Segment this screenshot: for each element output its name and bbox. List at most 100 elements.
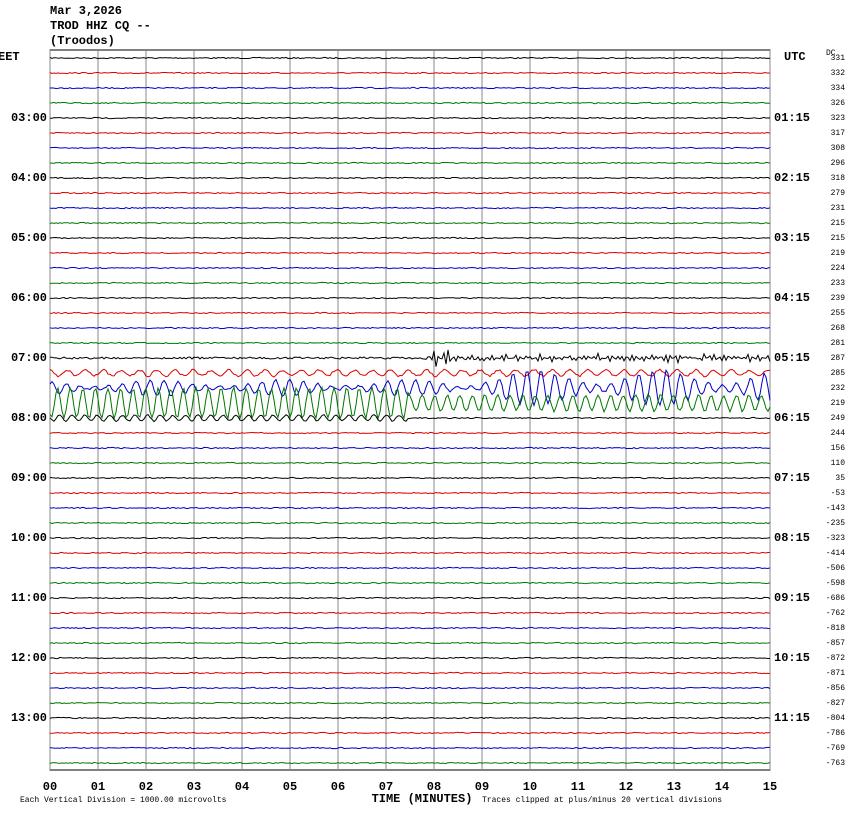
trace xyxy=(49,611,770,615)
dc-title: DC xyxy=(826,49,836,58)
dc-value: 287 xyxy=(831,354,846,363)
dc-value: 281 xyxy=(831,339,846,348)
trace xyxy=(49,341,770,345)
clip-note: Traces clipped at plus/minus 20 vertical… xyxy=(482,796,722,805)
trace xyxy=(49,491,771,495)
trace xyxy=(49,446,771,450)
location: (Troodos) xyxy=(50,34,115,48)
dc-value: -818 xyxy=(826,624,845,633)
left-hour-label: 08:00 xyxy=(11,411,47,425)
trace xyxy=(49,596,771,600)
trace xyxy=(49,146,771,150)
dc-value: -827 xyxy=(826,699,845,708)
x-tick-label: 10 xyxy=(523,780,537,794)
trace xyxy=(49,761,771,765)
x-tick-label: 09 xyxy=(475,780,489,794)
trace xyxy=(49,176,771,180)
right-hour-label: 05:15 xyxy=(774,351,810,365)
left-hour-label: 09:00 xyxy=(11,471,47,485)
dc-value: 224 xyxy=(831,264,846,273)
dc-value: -786 xyxy=(826,729,845,738)
trace xyxy=(49,701,771,705)
dc-value: -804 xyxy=(826,714,845,723)
trace xyxy=(49,641,771,645)
dc-value: 233 xyxy=(831,279,846,288)
dc-value: -598 xyxy=(826,579,845,588)
scale-note: Each Vertical Division = 1000.00 microvo… xyxy=(20,796,227,805)
dc-value: 318 xyxy=(831,174,846,183)
x-tick-label: 13 xyxy=(667,780,681,794)
dc-value: 110 xyxy=(831,459,846,468)
trace xyxy=(49,551,770,555)
right-hour-label: 03:15 xyxy=(774,231,810,245)
x-tick-label: 01 xyxy=(91,780,105,794)
trace xyxy=(49,311,771,315)
left-hour-label: 13:00 xyxy=(11,711,47,725)
dc-value: 331 xyxy=(831,54,846,63)
dc-value: 219 xyxy=(831,249,846,258)
trace xyxy=(50,131,771,135)
trace xyxy=(49,686,771,690)
x-tick-label: 12 xyxy=(619,780,633,794)
x-tick-label: 05 xyxy=(283,780,297,794)
left-hour-label: 07:00 xyxy=(11,351,47,365)
trace xyxy=(49,86,771,90)
x-axis-title: TIME (MINUTES) xyxy=(372,792,473,806)
dc-value: 334 xyxy=(831,84,846,93)
dc-value: -686 xyxy=(826,594,845,603)
trace xyxy=(49,56,771,60)
dc-value: -143 xyxy=(826,504,845,513)
dc-value: 296 xyxy=(831,159,846,168)
trace xyxy=(49,385,771,421)
trace xyxy=(49,581,771,585)
dc-value: 255 xyxy=(831,309,846,318)
trace xyxy=(49,521,771,525)
trace xyxy=(49,368,771,408)
trace xyxy=(49,191,771,195)
trace xyxy=(49,626,771,630)
dc-value: 156 xyxy=(831,444,846,453)
trace xyxy=(50,116,771,120)
left-hour-label: 10:00 xyxy=(11,531,47,545)
x-tick-label: 08 xyxy=(427,780,441,794)
trace xyxy=(50,506,771,510)
dc-value: -872 xyxy=(826,654,845,663)
left-hour-label: 05:00 xyxy=(11,231,47,245)
trace xyxy=(49,101,771,105)
dc-value: -414 xyxy=(826,549,845,558)
dc-value: 249 xyxy=(831,414,846,423)
right-hour-label: 07:15 xyxy=(774,471,810,485)
dc-value: -53 xyxy=(831,489,846,498)
dc-value: 332 xyxy=(831,69,846,78)
trace xyxy=(50,671,771,675)
trace xyxy=(49,71,771,75)
trace xyxy=(49,251,771,255)
dc-value: -762 xyxy=(826,609,845,618)
x-tick-label: 03 xyxy=(187,780,201,794)
dc-value: 244 xyxy=(831,429,846,438)
dc-value: -769 xyxy=(826,744,845,753)
x-tick-label: 02 xyxy=(139,780,153,794)
trace xyxy=(49,206,771,210)
dc-value: 279 xyxy=(831,189,846,198)
dc-value: -857 xyxy=(826,639,845,648)
dc-value: 285 xyxy=(831,369,846,378)
trace xyxy=(49,656,771,660)
trace xyxy=(49,326,771,330)
dc-value: 35 xyxy=(835,474,845,483)
left-zone: EET xyxy=(0,50,20,64)
trace xyxy=(49,266,771,270)
trace xyxy=(49,536,771,540)
dc-value: -323 xyxy=(826,534,845,543)
right-hour-label: 02:15 xyxy=(774,171,810,185)
trace xyxy=(49,368,771,378)
trace xyxy=(50,566,771,570)
x-tick-label: 04 xyxy=(235,780,249,794)
dc-value: -235 xyxy=(826,519,845,528)
right-hour-label: 06:15 xyxy=(774,411,810,425)
right-hour-label: 11:15 xyxy=(774,711,810,725)
trace xyxy=(49,476,771,480)
right-hour-label: 09:15 xyxy=(774,591,810,605)
dc-value: -856 xyxy=(826,684,845,693)
left-hour-label: 12:00 xyxy=(11,651,47,665)
